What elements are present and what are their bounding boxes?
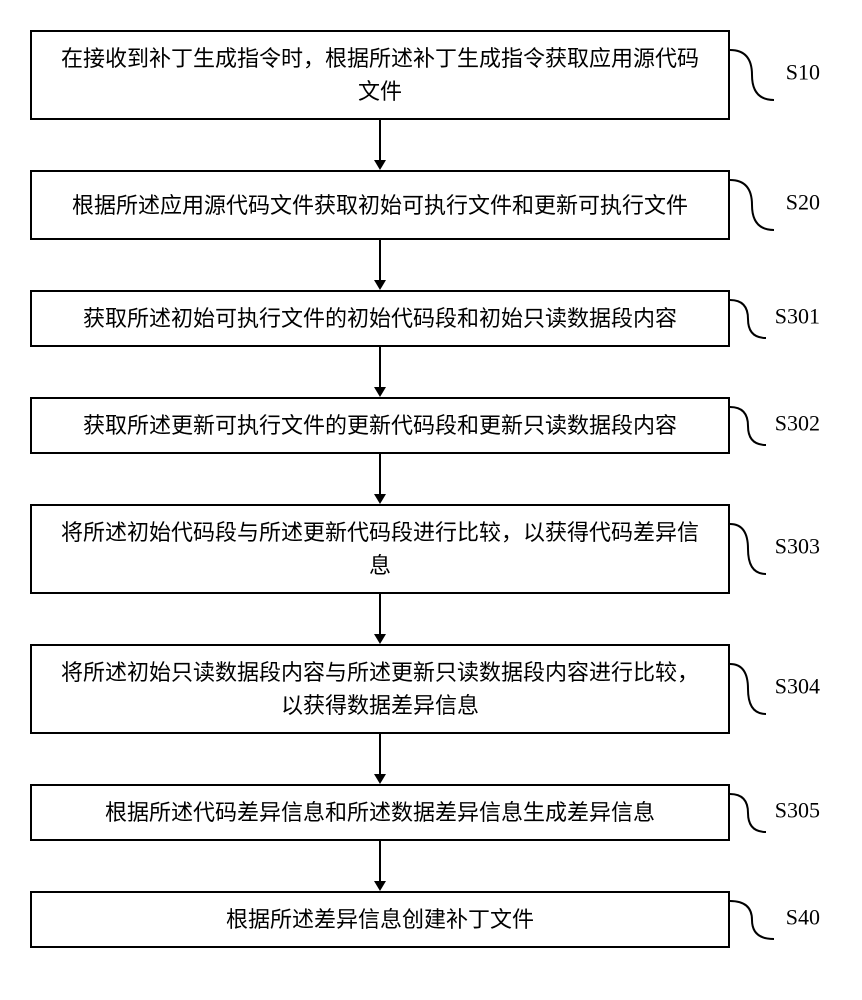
step-row: 获取所述初始可执行文件的初始代码段和初始只读数据段内容 S301	[30, 290, 830, 347]
step-box-s20: 根据所述应用源代码文件获取初始可执行文件和更新可执行文件	[30, 170, 730, 240]
step-label: S40	[786, 904, 820, 930]
step-row: 将所述初始代码段与所述更新代码段进行比较，以获得代码差异信息 S303	[30, 504, 830, 594]
step-label: S302	[775, 410, 820, 436]
step-box-s302: 获取所述更新可执行文件的更新代码段和更新只读数据段内容	[30, 397, 730, 454]
label-connector: S304	[730, 654, 820, 724]
arrow-down	[30, 347, 730, 397]
label-connector: S10	[730, 40, 820, 110]
step-label: S304	[775, 673, 820, 699]
label-connector: S40	[730, 895, 820, 945]
arrow-down	[30, 734, 730, 784]
step-box-s303: 将所述初始代码段与所述更新代码段进行比较，以获得代码差异信息	[30, 504, 730, 594]
step-row: 根据所述代码差异信息和所述数据差异信息生成差异信息 S305	[30, 784, 830, 841]
step-label: S305	[775, 797, 820, 823]
step-box-s10: 在接收到补丁生成指令时，根据所述补丁生成指令获取应用源代码文件	[30, 30, 730, 120]
flowchart-container: 在接收到补丁生成指令时，根据所述补丁生成指令获取应用源代码文件 S10 根据所述…	[30, 30, 830, 948]
step-label: S301	[775, 303, 820, 329]
arrow-down-icon	[370, 120, 390, 170]
arrow-down	[30, 454, 730, 504]
step-box-s40: 根据所述差异信息创建补丁文件	[30, 891, 730, 948]
step-box-s301: 获取所述初始可执行文件的初始代码段和初始只读数据段内容	[30, 290, 730, 347]
step-label: S303	[775, 533, 820, 559]
step-label: S20	[786, 189, 820, 215]
step-row: 获取所述更新可执行文件的更新代码段和更新只读数据段内容 S302	[30, 397, 830, 454]
arrow-down-icon	[370, 841, 390, 891]
step-row: 将所述初始只读数据段内容与所述更新只读数据段内容进行比较，以获得数据差异信息 S…	[30, 644, 830, 734]
step-box-s304: 将所述初始只读数据段内容与所述更新只读数据段内容进行比较，以获得数据差异信息	[30, 644, 730, 734]
label-connector: S20	[730, 170, 820, 240]
label-connector: S301	[730, 294, 820, 344]
step-label: S10	[786, 59, 820, 85]
arrow-down	[30, 841, 730, 891]
arrow-down-icon	[370, 454, 390, 504]
label-connector: S302	[730, 401, 820, 451]
arrow-down-icon	[370, 734, 390, 784]
label-connector: S303	[730, 514, 820, 584]
step-box-s305: 根据所述代码差异信息和所述数据差异信息生成差异信息	[30, 784, 730, 841]
arrow-down	[30, 594, 730, 644]
arrow-down	[30, 240, 730, 290]
arrow-down	[30, 120, 730, 170]
step-row: 在接收到补丁生成指令时，根据所述补丁生成指令获取应用源代码文件 S10	[30, 30, 830, 120]
arrow-down-icon	[370, 240, 390, 290]
step-row: 根据所述应用源代码文件获取初始可执行文件和更新可执行文件 S20	[30, 170, 830, 240]
arrow-down-icon	[370, 347, 390, 397]
label-connector: S305	[730, 788, 820, 838]
arrow-down-icon	[370, 594, 390, 644]
step-row: 根据所述差异信息创建补丁文件 S40	[30, 891, 830, 948]
